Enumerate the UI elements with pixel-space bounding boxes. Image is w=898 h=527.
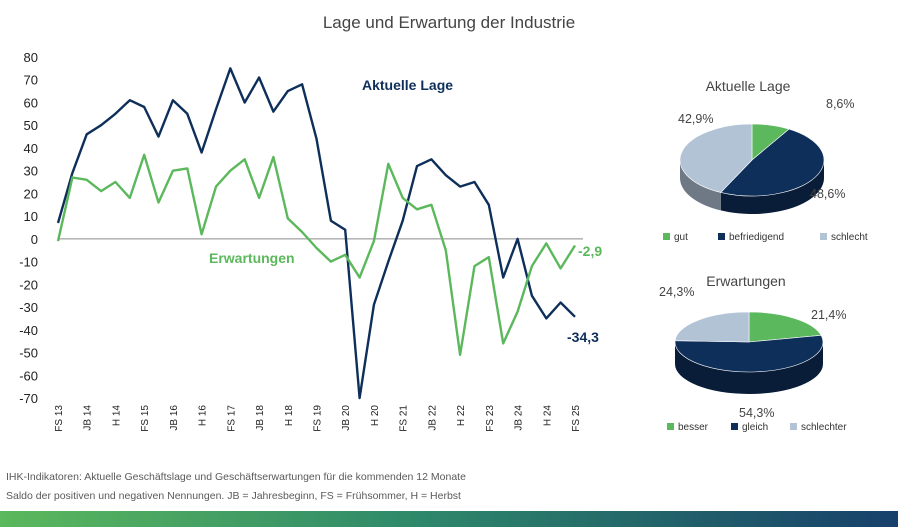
- y-tick-label: -20: [19, 277, 38, 292]
- footnote-line-1: IHK-Indikatoren: Aktuelle Geschäftslage …: [6, 471, 466, 483]
- pie1-value-label: 42,9%: [678, 112, 713, 126]
- pie2-slice-besser: [748, 311, 822, 343]
- x-tick-label: JB 20: [341, 405, 352, 431]
- pie1-legend-swatch: [663, 233, 670, 240]
- pie-title-erwartungen: Erwartungen: [706, 273, 785, 289]
- y-tick-label: 50: [24, 118, 38, 133]
- pie2-legend-swatch: [667, 423, 674, 430]
- pie2-slice-gleich: [674, 334, 824, 373]
- pie1-value-label: 8,6%: [826, 97, 855, 111]
- pie2-legend-swatch: [790, 423, 797, 430]
- pie2-slice-schlechter: [674, 311, 750, 343]
- x-tick-label: FS 17: [226, 405, 237, 432]
- x-tick-label: JB 18: [255, 405, 266, 431]
- x-tick-label: H 24: [542, 405, 553, 427]
- pie1-slice-schlecht: [679, 123, 753, 193]
- pie1-legend-label: gut: [674, 232, 688, 243]
- pie1-value-label: 48,6%: [810, 187, 845, 201]
- pie2-value-label: 54,3%: [739, 406, 774, 420]
- pie2-legend-swatch: [731, 423, 738, 430]
- x-tick-label: H 22: [456, 405, 467, 427]
- y-tick-label: -10: [19, 255, 38, 270]
- pie2-legend-label: schlechter: [801, 422, 847, 433]
- y-tick-label: 60: [24, 95, 38, 110]
- y-tick-label: -40: [19, 323, 38, 338]
- y-tick-label: 0: [31, 232, 38, 247]
- x-tick-label: FS 15: [140, 405, 151, 432]
- x-tick-label: H 18: [284, 405, 295, 427]
- pie-title-aktuelle-lage: Aktuelle Lage: [706, 78, 791, 94]
- x-tick-label: H 20: [370, 405, 381, 427]
- aktuelle-lage-line: [56, 67, 576, 400]
- y-tick-label: 10: [24, 209, 38, 224]
- y-tick-label: 70: [24, 73, 38, 88]
- series-label-aktuelle-lage: Aktuelle Lage: [362, 77, 453, 93]
- x-tick-label: FS 23: [485, 405, 496, 432]
- bottom-gradient-bar: [0, 511, 898, 527]
- y-tick-label: 30: [24, 164, 38, 179]
- erwartungen-line: [56, 153, 577, 356]
- x-tick-label: FS 21: [399, 405, 410, 432]
- pie1-legend-label: befriedigend: [729, 232, 784, 243]
- footnote-line-2: Saldo der positiven und negativen Nennun…: [6, 490, 461, 502]
- x-tick-label: FS 19: [313, 405, 324, 432]
- y-tick-label: -60: [19, 368, 38, 383]
- x-tick-label: H 14: [111, 405, 122, 427]
- pie1-side-befriedigend: [720, 160, 824, 214]
- pie2-value-label: 21,4%: [811, 308, 846, 322]
- x-tick-label: JB 22: [427, 405, 438, 431]
- x-tick-label: H 16: [198, 405, 209, 427]
- y-tick-label: 80: [24, 50, 38, 65]
- pie2-value-label: 24,3%: [659, 285, 694, 299]
- y-tick-label: 20: [24, 186, 38, 201]
- pie2-legend-label: besser: [678, 422, 709, 433]
- y-tick-label: -30: [19, 300, 38, 315]
- chart-title: Lage und Erwartung der Industrie: [323, 13, 575, 32]
- pie1-legend-swatch: [718, 233, 725, 240]
- end-label-erwartungen: -2,9: [578, 243, 602, 259]
- y-tick-label: 40: [24, 141, 38, 156]
- pie1-legend-swatch: [820, 233, 827, 240]
- y-tick-label: -70: [19, 391, 38, 406]
- pie1-legend-label: schlecht: [831, 232, 868, 243]
- pie2-side-gleich: [675, 342, 823, 394]
- pie1-slice-befriedigend: [720, 128, 825, 197]
- series-label-erwartungen: Erwartungen: [209, 250, 295, 266]
- x-tick-label: JB 16: [169, 405, 180, 431]
- x-tick-label: JB 14: [83, 405, 94, 431]
- end-label-aktuelle-lage: -34,3: [567, 329, 599, 345]
- y-tick-label: -50: [19, 346, 38, 361]
- x-tick-label: FS 13: [54, 405, 65, 432]
- x-tick-label: JB 24: [514, 405, 525, 431]
- pie2-legend-label: gleich: [742, 422, 768, 433]
- x-tick-label: FS 25: [571, 405, 582, 432]
